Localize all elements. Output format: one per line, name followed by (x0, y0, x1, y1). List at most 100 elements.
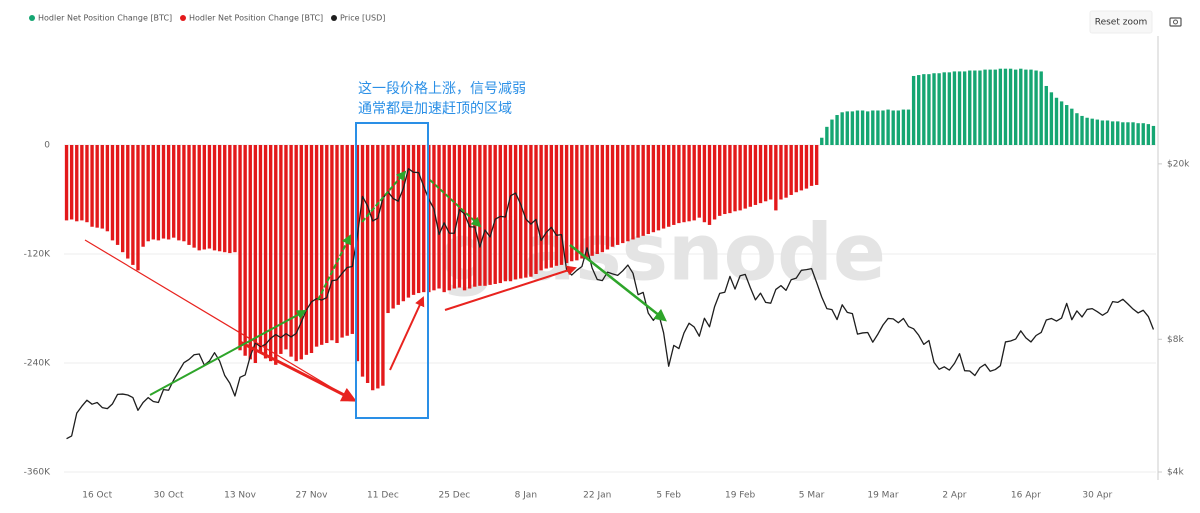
bar (335, 145, 339, 344)
bar (64, 145, 69, 221)
bar (820, 137, 824, 145)
bar (570, 145, 574, 262)
button-label: Reset zoom (1095, 18, 1148, 28)
bar (115, 145, 120, 245)
bar (738, 145, 742, 211)
bar (712, 145, 717, 220)
bar (605, 145, 610, 250)
bar (381, 145, 385, 386)
bar (1059, 101, 1064, 145)
bar (488, 145, 492, 285)
x-tick-label: 30 Oct (154, 491, 184, 501)
y2-tick-label: $8k (1167, 335, 1184, 345)
bar (314, 145, 319, 347)
annotation: 通常都是加速赶顶的区域 (358, 101, 512, 117)
bar (223, 145, 227, 253)
x-tick-label: 16 Oct (82, 491, 112, 501)
bar (422, 145, 426, 293)
bar (146, 145, 150, 242)
bar (911, 75, 916, 145)
bar (947, 72, 952, 145)
x-tick-label: 5 Mar (799, 491, 825, 501)
arrow (569, 244, 667, 322)
x-tick-label: 27 Nov (296, 491, 329, 501)
bar (937, 73, 941, 145)
bar (508, 145, 513, 282)
bar (391, 145, 395, 309)
bar (498, 145, 502, 284)
bar (871, 110, 875, 145)
bar (182, 145, 186, 242)
x-tick-label: 19 Feb (725, 491, 756, 501)
bar (320, 145, 324, 345)
bar (1090, 118, 1094, 145)
bar (187, 145, 191, 245)
bar (279, 145, 283, 354)
bar (1095, 119, 1100, 145)
bar (692, 145, 696, 221)
x-tick-label: 16 Apr (1011, 491, 1041, 501)
bar (1085, 117, 1089, 145)
bar (202, 145, 207, 250)
bar (457, 145, 462, 288)
arrow (361, 170, 407, 223)
bar (432, 145, 436, 291)
bar (1070, 108, 1074, 145)
bar (549, 145, 554, 268)
bar (1141, 123, 1145, 145)
x-tick-label: 30 Apr (1082, 491, 1112, 501)
bar (1049, 92, 1054, 145)
bar (564, 145, 569, 264)
bar (672, 145, 676, 225)
bar (473, 145, 477, 287)
x-tick-label: 19 Mar (867, 491, 899, 501)
bar (539, 145, 543, 271)
bar (166, 145, 171, 240)
bar (575, 145, 579, 261)
bar (718, 145, 722, 216)
bar (646, 145, 650, 235)
y-tick-label: 0 (44, 141, 50, 151)
bar (1008, 68, 1013, 145)
bar (631, 145, 635, 240)
x-tick-label: 11 Dec (367, 491, 399, 501)
reset-zoom-button[interactable]: Reset zoom (1089, 10, 1153, 34)
bar (814, 145, 819, 185)
bar (386, 145, 390, 314)
bar (590, 145, 594, 256)
arrow (317, 234, 351, 301)
price-line (66, 168, 1155, 440)
bar (1013, 69, 1018, 145)
bar (100, 145, 104, 229)
bar (534, 145, 538, 274)
arrow (444, 265, 577, 311)
bar (248, 145, 252, 360)
bar (447, 145, 451, 291)
bar (212, 145, 217, 251)
camera-icon[interactable] (1169, 17, 1182, 27)
bar (881, 110, 885, 145)
bar (467, 145, 472, 289)
bar (580, 145, 584, 259)
bar (1019, 68, 1023, 145)
bar (850, 111, 855, 145)
y-tick-label: -240K (24, 359, 51, 369)
bar (906, 109, 911, 145)
bar (75, 145, 79, 222)
bar (1054, 97, 1059, 145)
bar (462, 145, 467, 291)
bar (156, 145, 161, 241)
bar (1039, 71, 1043, 145)
bar (733, 145, 737, 212)
bar (998, 68, 1003, 145)
bar (513, 145, 518, 280)
bar (192, 145, 196, 248)
bar (860, 110, 865, 145)
bar (80, 145, 84, 221)
bar (141, 145, 145, 247)
bar (131, 145, 135, 265)
bar (809, 145, 814, 186)
bar (835, 115, 839, 145)
bar (1126, 122, 1130, 145)
